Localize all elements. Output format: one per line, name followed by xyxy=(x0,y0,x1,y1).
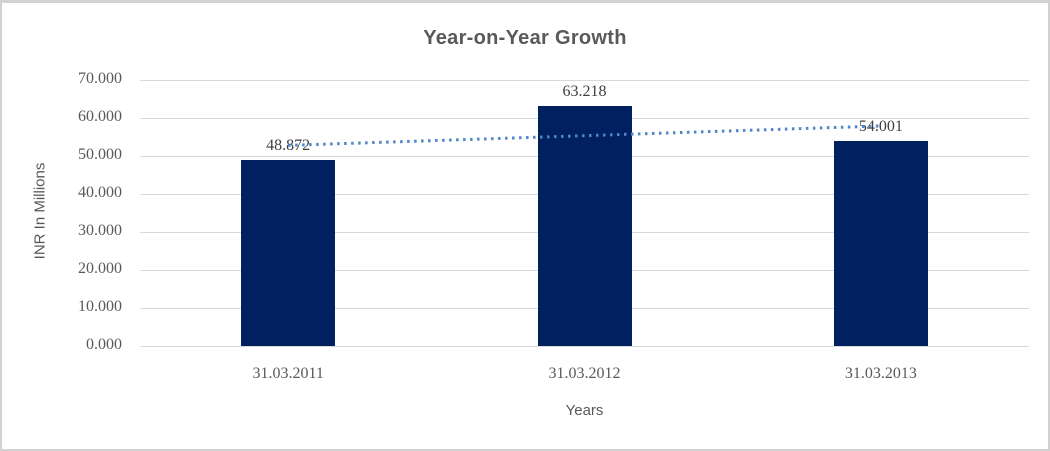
y-tick-label: 60.000 xyxy=(78,108,122,125)
bar-value-label: 63.218 xyxy=(562,82,607,100)
x-axis-label: 31.03.2013 xyxy=(844,365,917,382)
x-axis-line xyxy=(140,346,1029,347)
bar xyxy=(241,160,336,346)
x-axis-title: Years xyxy=(565,402,604,419)
gridline xyxy=(140,80,1029,81)
plot-area: 48.872 63.218 54.001 xyxy=(140,80,1029,347)
trendline xyxy=(288,124,881,147)
y-tick-label: 20.000 xyxy=(78,260,122,277)
bar-value-label: 54.001 xyxy=(858,117,903,135)
x-axis-label: 31.03.2011 xyxy=(252,365,324,382)
bar-value-label: 48.872 xyxy=(266,137,311,155)
chart-title: Year-on-Year Growth xyxy=(423,27,627,49)
y-tick-label: 50.000 xyxy=(78,146,122,163)
y-tick-label: 10.000 xyxy=(78,298,122,315)
y-axis-title: INR In Millions xyxy=(31,162,49,260)
y-tick-label: 70.000 xyxy=(78,70,122,87)
bar xyxy=(833,140,928,346)
bar xyxy=(537,105,632,346)
y-tick-label: 40.000 xyxy=(78,184,122,201)
y-tick-label: 0.000 xyxy=(86,336,122,353)
x-axis-label: 31.03.2012 xyxy=(548,365,621,382)
y-tick-label: 30.000 xyxy=(78,222,122,239)
